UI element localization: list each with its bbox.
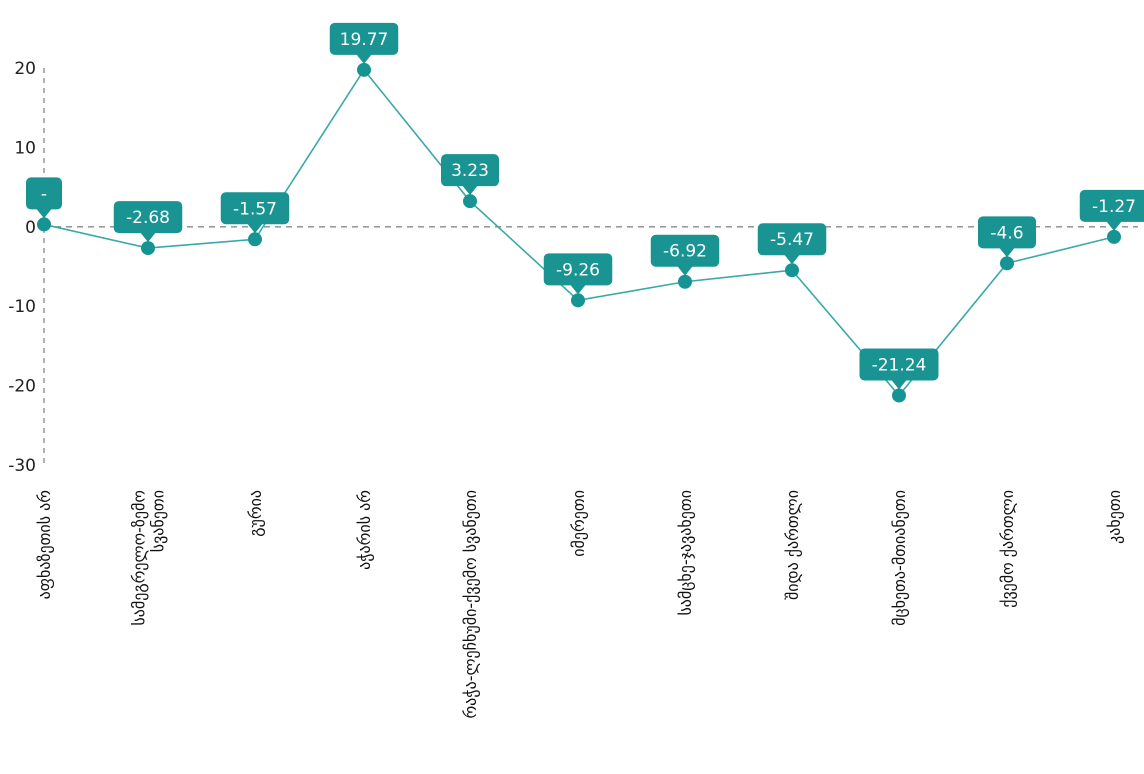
data-label-text: 19.77 — [340, 30, 389, 50]
category-label: შიდა ქართლი — [783, 490, 802, 600]
y-tick-label: -20 — [8, 377, 36, 397]
category-label: იმერეთი — [569, 490, 588, 557]
data-label-text: -6.92 — [663, 242, 707, 262]
data-label-pointer — [356, 53, 372, 64]
data-label-text: -21.24 — [872, 355, 927, 375]
data-label-text: -4.6 — [990, 223, 1023, 243]
y-tick-label: -30 — [8, 456, 36, 476]
data-label: -5.47 — [757, 223, 827, 265]
category-label-line: კახეთი — [1105, 490, 1124, 544]
data-label-box — [441, 154, 499, 187]
data-label-box — [859, 348, 939, 381]
category-label: აჭარის არ — [355, 490, 374, 570]
data-label: 3.23 — [441, 154, 499, 196]
markers-group — [37, 62, 1121, 403]
data-label-box — [650, 234, 720, 267]
data-label: -21.24 — [859, 348, 939, 390]
category-label-line: სამცხე-ჯავახეთი — [676, 490, 695, 616]
category-label: რაჭა-ლეჩხუმი-ქვემო სვანეთი — [461, 490, 480, 719]
data-label-box — [220, 192, 290, 225]
category-label: გურია — [246, 490, 265, 537]
y-tick-label: 10 — [14, 138, 36, 158]
category-labels-group: აფხაზეთის არ სამეგრელო-ზემოსვანეთი გურია აჭ… — [35, 490, 1124, 719]
data-label: 19.77 — [329, 22, 399, 64]
data-point — [785, 263, 799, 278]
category-label: აფხაზეთის არ — [35, 490, 54, 599]
y-tick-label: -10 — [8, 297, 36, 317]
data-point — [463, 194, 477, 209]
data-label-pointer — [1106, 220, 1122, 231]
data-label: -2.68 — [113, 201, 183, 243]
category-label-line: აჭარის არ — [355, 490, 374, 570]
data-point — [248, 232, 262, 247]
data-label-box — [757, 223, 827, 256]
data-label-pointer — [999, 247, 1015, 258]
data-point — [892, 388, 906, 403]
category-label: კახეთი — [1105, 490, 1124, 544]
data-label-text: -1.57 — [233, 199, 277, 219]
category-label-line: სვანეთი — [149, 490, 168, 552]
data-point — [678, 274, 692, 289]
category-label-line: ქვემო ქართლი — [998, 490, 1017, 608]
category-label-line: აფხაზეთის არ — [35, 490, 54, 599]
category-label-line: გურია — [246, 490, 265, 537]
category-label-line: მცხეთა-მთიანეთი — [890, 490, 909, 626]
category-label-line: იმერეთი — [569, 490, 588, 557]
series-line — [43, 68, 1115, 397]
data-label-box — [1079, 189, 1144, 222]
data-point — [1107, 229, 1121, 244]
category-label: სამეგრელო-ზემოსვანეთი — [130, 490, 168, 626]
data-labels-group: - -2.68 -1.57 19.77 3.23 -9.26 -6.92 -5.47 -21.2… — [26, 22, 1144, 390]
category-label-line: შიდა ქართლი — [783, 490, 802, 600]
data-label: - — [26, 177, 62, 219]
data-label-pointer — [247, 223, 263, 234]
data-label: -9.26 — [543, 253, 613, 295]
data-label: -1.27 — [1079, 189, 1144, 231]
data-label-text: -5.47 — [770, 230, 814, 250]
data-label-box — [978, 216, 1036, 249]
category-label: მცხეთა-მთიანეთი — [890, 490, 909, 626]
data-label-pointer — [891, 379, 907, 390]
data-label: -4.6 — [978, 216, 1036, 258]
data-label-box — [113, 201, 183, 234]
data-label-pointer — [36, 208, 52, 219]
data-label-text: 3.23 — [451, 161, 489, 181]
data-label-box — [543, 253, 613, 286]
y-axis: 20 10 0 -10 -20 -30 — [8, 59, 45, 476]
series-line-group — [43, 68, 1115, 397]
y-tick-label: 0 — [25, 218, 36, 238]
data-label-text: -2.68 — [126, 208, 170, 228]
data-label: -1.57 — [220, 192, 290, 234]
data-label-text: -1.27 — [1092, 197, 1136, 217]
data-point — [571, 293, 585, 308]
data-label-box — [26, 177, 62, 210]
category-label-line: სამეგრელო-ზემო — [130, 490, 149, 626]
data-label-text: -9.26 — [556, 260, 600, 280]
y-tick-label: 20 — [14, 59, 36, 79]
data-label-pointer — [462, 185, 478, 196]
data-label-pointer — [677, 265, 693, 276]
data-label-pointer — [784, 254, 800, 265]
data-label-pointer — [570, 284, 586, 295]
data-label-pointer — [140, 232, 156, 243]
data-point — [141, 241, 155, 256]
category-label: სამცხე-ჯავახეთი — [676, 490, 695, 616]
data-point — [357, 62, 371, 77]
data-label-text: - — [41, 184, 47, 204]
data-point — [1000, 256, 1014, 271]
data-label: -6.92 — [650, 234, 720, 276]
category-label: ქვემო ქართლი — [998, 490, 1017, 608]
category-label-line: რაჭა-ლეჩხუმი-ქვემო სვანეთი — [461, 490, 480, 719]
data-label-box — [329, 22, 399, 55]
data-point — [37, 217, 51, 232]
